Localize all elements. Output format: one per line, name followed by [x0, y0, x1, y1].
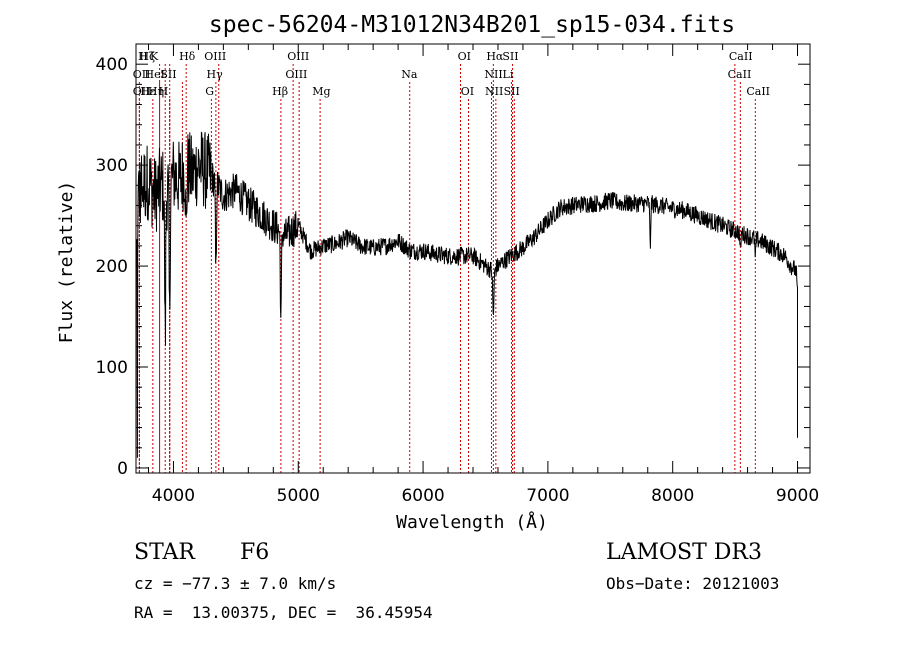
observation-date: Obs−Date: 20121003 [606, 574, 780, 593]
spectral-line-label: SII [160, 68, 176, 81]
spectral-line-label: H [138, 50, 148, 63]
spectral-line-label: Hε [140, 85, 156, 98]
survey-name: LAMOST DR3 [606, 540, 762, 565]
spectral-line-label: Na [401, 68, 418, 81]
y-tick-label: 0 [117, 459, 128, 479]
x-axis-label: Wavelength (Å) [396, 511, 548, 533]
spectral-line-label: Hα [486, 50, 504, 63]
x-tick-label: 7000 [526, 486, 569, 506]
spectral-line-label: H [159, 85, 169, 98]
spectral-line-label: K [150, 50, 159, 63]
spectral-line-label: OI [461, 85, 474, 98]
spectral-line-label: Hη [148, 85, 164, 98]
object-subclass: F6 [240, 540, 270, 565]
spectral-line-label: NII [484, 68, 502, 81]
spectral-line-label: CaII [746, 85, 770, 98]
spectrum-line [136, 131, 798, 458]
x-axis-ticks: 4000 5000 6000 7000 8000 9000 [147, 44, 819, 506]
coordinates: RA = 13.00375, DEC = 36.45954 [134, 603, 433, 622]
spectral-line-label: G [205, 85, 214, 98]
y-tick-label: 300 [96, 156, 128, 176]
y-tick-label: 400 [96, 55, 128, 75]
spectral-line-label: CaII [728, 68, 752, 81]
spectral-line-label: OI [458, 50, 471, 63]
spectral-line-label: OII [133, 85, 151, 98]
spectral-line-label: NII [485, 85, 503, 98]
spectral-line-label: Hγ [207, 68, 224, 81]
spectral-line-label: OIII [204, 50, 226, 63]
spectral-line-label: Hβ [272, 85, 288, 98]
spectral-line-label: Hδ [179, 50, 196, 63]
y-tick-label: 100 [96, 358, 128, 378]
y-axis-label: Flux (relative) [56, 181, 77, 344]
spectral-line-label: OII [133, 68, 151, 81]
x-tick-label: 9000 [776, 486, 819, 506]
redshift-velocity: cz = −77.3 ± 7.0 km/s [134, 574, 337, 593]
spectral-line-label: OIII [285, 68, 307, 81]
spectral-line-label: OIII [287, 50, 309, 63]
object-class: STAR [134, 540, 195, 565]
spectral-line-markers [138, 64, 756, 473]
spectral-line-label: SII [502, 50, 518, 63]
spectral-line-label: Hζ [139, 50, 155, 63]
y-tick-label: 200 [96, 257, 128, 277]
x-tick-label: 5000 [277, 486, 320, 506]
spectral-line-label: SII [504, 85, 520, 98]
x-tick-label: 4000 [152, 486, 195, 506]
chart-title: spec-56204-M31012N34B201_sp15-034.fits [209, 12, 735, 38]
y-axis-ticks: 0 100 200 300 400 [96, 55, 810, 479]
spectral-line-label: Li [503, 68, 514, 81]
x-tick-label: 6000 [401, 486, 444, 506]
spectral-line-label: HeI [144, 68, 164, 81]
x-tick-label: 8000 [651, 486, 694, 506]
spectral-line-label: CaII [729, 50, 753, 63]
spectral-line-label: Mg [312, 85, 330, 98]
